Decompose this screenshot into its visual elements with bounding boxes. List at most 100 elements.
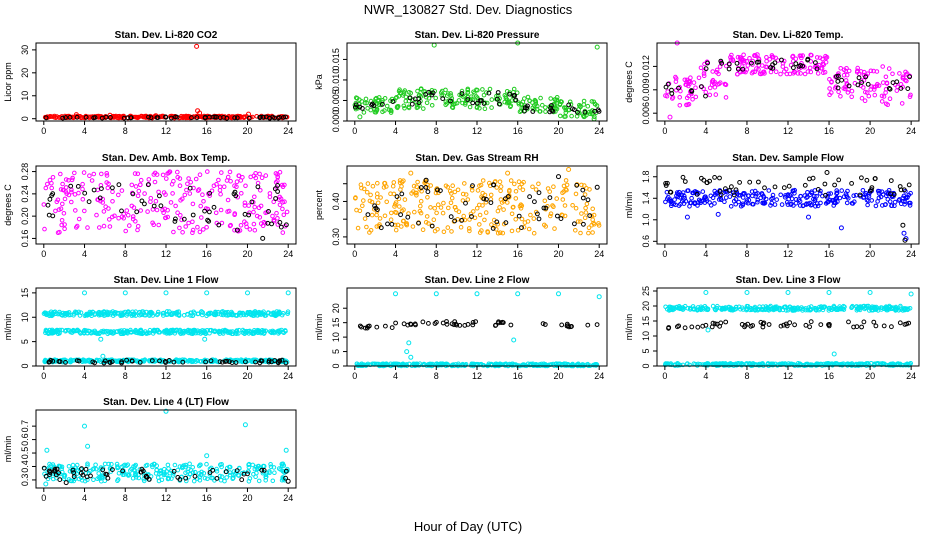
- data-point: [225, 197, 231, 203]
- data-point: [819, 66, 825, 71]
- data-point: [737, 180, 742, 185]
- data-point: [375, 207, 380, 213]
- data-point: [253, 359, 258, 365]
- data-point: [398, 212, 404, 218]
- y-tick-label: 0.015: [331, 48, 341, 71]
- data-point: [581, 102, 587, 107]
- data-point: [429, 223, 435, 229]
- data-point: [369, 199, 375, 205]
- data-point: [458, 224, 464, 230]
- data-point: [52, 468, 58, 474]
- data-point: [236, 472, 241, 478]
- data-point: [389, 221, 395, 227]
- data-point: [234, 331, 239, 337]
- data-point: [271, 330, 277, 336]
- data-point: [205, 311, 211, 317]
- data-point: [507, 189, 512, 194]
- data-point: [69, 189, 74, 195]
- data-point: [832, 85, 838, 91]
- data-point: [96, 310, 101, 315]
- data-point: [278, 224, 284, 230]
- data-point: [846, 83, 852, 89]
- data-point: [856, 75, 862, 81]
- data-point: [829, 80, 834, 85]
- data-point: [532, 97, 538, 103]
- data-point: [747, 56, 752, 61]
- data-point: [487, 180, 492, 186]
- data-point: [809, 53, 814, 58]
- data-point: [202, 475, 208, 481]
- data-point: [259, 175, 265, 180]
- data-point: [856, 305, 861, 311]
- data-point: [107, 224, 113, 229]
- data-point: [138, 177, 144, 183]
- data-point: [392, 202, 398, 207]
- data-point: [498, 188, 503, 194]
- data-point: [281, 115, 287, 120]
- data-point: [137, 312, 142, 318]
- data-point: [142, 191, 147, 196]
- data-point: [184, 187, 189, 193]
- data-point: [530, 109, 536, 114]
- data-point: [826, 323, 832, 329]
- data-point: [788, 62, 794, 68]
- data-point: [50, 213, 56, 219]
- data-point: [782, 69, 787, 74]
- data-point: [554, 196, 560, 201]
- data-point: [191, 330, 196, 336]
- data-point: [180, 230, 185, 235]
- data-point: [594, 44, 600, 50]
- data-point: [434, 210, 439, 216]
- data-point: [735, 71, 740, 77]
- data-point: [703, 66, 709, 72]
- data-point: [507, 91, 513, 97]
- data-point: [710, 303, 716, 309]
- data-point: [374, 108, 379, 114]
- x-tick-label: 16: [824, 126, 834, 136]
- data-point: [284, 222, 289, 228]
- data-point: [181, 463, 186, 468]
- data-point: [498, 320, 504, 326]
- data-point: [79, 466, 84, 472]
- data-point: [669, 87, 674, 93]
- x-tick-label: 20: [553, 371, 563, 381]
- data-point: [583, 210, 589, 215]
- data-point: [119, 359, 124, 365]
- data-point: [393, 227, 399, 233]
- data-point: [384, 199, 390, 205]
- data-point: [905, 86, 911, 91]
- data-point: [798, 194, 804, 199]
- y-tick-label: 1.0: [641, 214, 651, 227]
- data-point: [389, 325, 395, 331]
- data-point: [817, 304, 822, 310]
- data-point: [887, 199, 893, 204]
- data-point: [869, 187, 874, 193]
- data-point: [869, 198, 875, 203]
- data-point: [245, 290, 250, 296]
- data-point: [596, 221, 601, 226]
- data-point: [864, 177, 870, 183]
- data-point: [526, 226, 532, 232]
- x-tick-label: 8: [123, 371, 128, 381]
- data-point: [277, 169, 283, 175]
- data-point: [282, 199, 287, 204]
- data-point: [108, 115, 113, 120]
- data-point: [482, 217, 487, 223]
- data-point: [353, 102, 359, 108]
- data-point: [414, 193, 419, 198]
- data-point: [572, 221, 577, 227]
- data-point: [875, 188, 881, 194]
- data-point: [245, 471, 250, 477]
- data-point: [586, 230, 591, 236]
- data-point: [227, 169, 233, 175]
- data-point: [901, 76, 906, 81]
- data-point: [195, 224, 200, 230]
- data-point: [202, 115, 208, 121]
- x-tick-label: 8: [744, 126, 749, 136]
- data-point: [712, 85, 718, 90]
- data-point: [734, 362, 739, 368]
- data-point: [470, 322, 476, 328]
- data-point: [791, 58, 796, 64]
- data-point: [114, 359, 120, 365]
- y-tick-label: 25: [641, 286, 651, 296]
